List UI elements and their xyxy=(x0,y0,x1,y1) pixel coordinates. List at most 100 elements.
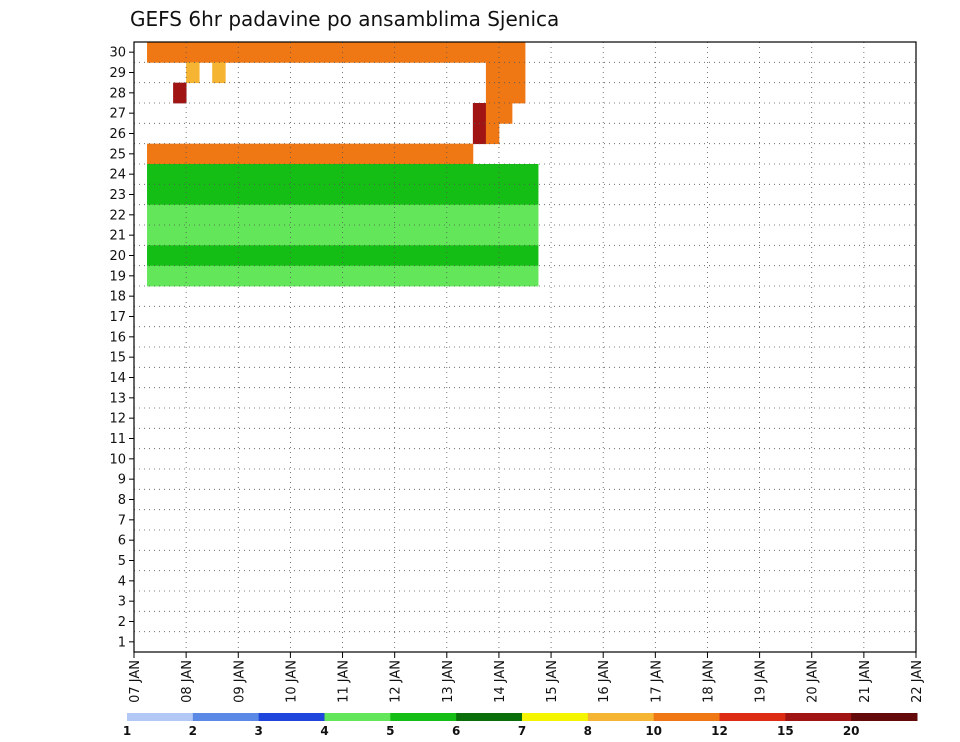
heatmap-cell xyxy=(212,143,226,165)
heatmap-cell xyxy=(446,245,461,267)
x-tick-label: 14 JAN xyxy=(493,660,508,703)
heatmap-cell xyxy=(329,143,343,165)
heatmap-cell xyxy=(394,143,409,165)
heatmap-cell xyxy=(290,225,304,246)
heatmap-cell xyxy=(290,143,304,165)
heatmap-cell xyxy=(342,143,356,165)
heatmap-cell xyxy=(199,184,213,206)
heatmap-cell xyxy=(303,204,317,226)
heatmap-cell xyxy=(303,164,317,185)
heatmap-cell xyxy=(238,265,252,287)
heatmap-cell xyxy=(355,42,369,63)
colorbar-label: 7 xyxy=(518,724,526,738)
heatmap-cell xyxy=(277,42,291,63)
heatmap-cell xyxy=(186,42,200,63)
heatmap-cell xyxy=(459,245,474,267)
heatmap-cell xyxy=(511,42,526,63)
heatmap-cell xyxy=(511,82,526,104)
heatmap-cell xyxy=(459,42,474,63)
heatmap-cell xyxy=(342,245,356,267)
heatmap-cell xyxy=(329,164,343,185)
x-tick-label: 21 JAN xyxy=(858,660,873,703)
heatmap-cell xyxy=(199,143,213,165)
heatmap-cell xyxy=(407,184,422,206)
heatmap-cell xyxy=(498,42,513,63)
y-tick-label: 1 xyxy=(118,635,126,650)
heatmap-cell xyxy=(342,42,356,63)
heatmap-cell xyxy=(433,164,448,185)
heatmap-cell xyxy=(485,42,500,63)
heatmap-cell xyxy=(264,225,278,246)
colorbar-swatch xyxy=(587,713,655,721)
heatmap-cell xyxy=(459,184,474,206)
heatmap-cell xyxy=(433,265,448,287)
heatmap-cell xyxy=(329,225,343,246)
heatmap-cell xyxy=(147,42,161,63)
colorbar-swatch xyxy=(324,713,391,721)
heatmap-cell xyxy=(342,225,356,246)
heatmap-cell xyxy=(485,123,500,145)
heatmap-cell xyxy=(368,184,383,206)
heatmap-cell xyxy=(498,225,513,246)
heatmap-cell xyxy=(160,184,174,206)
heatmap-cell xyxy=(433,225,448,246)
heatmap-cell xyxy=(459,265,474,287)
heatmap-cell xyxy=(433,245,448,267)
heatmap-cell xyxy=(459,164,474,185)
heatmap-cell xyxy=(525,245,539,267)
heatmap-cell xyxy=(303,225,317,246)
heatmap-cell xyxy=(225,143,239,165)
y-tick-label: 21 xyxy=(109,229,126,244)
heatmap-cell xyxy=(472,265,487,287)
heatmap-cell xyxy=(225,265,239,287)
y-tick-label: 6 xyxy=(118,534,126,549)
heatmap-cell xyxy=(472,42,487,63)
heatmap-cell xyxy=(173,164,187,185)
heatmap-cell xyxy=(303,184,317,206)
heatmap-cell xyxy=(446,184,461,206)
heatmap-cell xyxy=(225,42,239,63)
heatmap-cell xyxy=(303,265,317,287)
heatmap-cell xyxy=(238,204,252,226)
heatmap-cell xyxy=(186,164,200,185)
heatmap-cell xyxy=(407,164,422,185)
y-tick-label: 23 xyxy=(109,188,126,203)
x-tick-label: 10 JAN xyxy=(284,660,299,703)
heatmap-cell xyxy=(342,164,356,185)
heatmap-cell xyxy=(290,42,304,63)
heatmap-cell xyxy=(316,184,330,206)
heatmap-cell xyxy=(511,265,526,287)
heatmap-cell xyxy=(147,245,161,267)
heatmap-cell xyxy=(407,42,422,63)
y-tick-label: 2 xyxy=(118,615,126,630)
heatmap-cell xyxy=(251,204,265,226)
x-tick-label: 07 JAN xyxy=(128,660,143,703)
heatmap-cell xyxy=(355,265,369,287)
heatmap-cell xyxy=(446,143,461,165)
heatmap-cell xyxy=(251,164,265,185)
heatmap-cell xyxy=(394,225,409,246)
heatmap-cell xyxy=(446,225,461,246)
y-tick-label: 24 xyxy=(109,168,126,183)
heatmap-cell xyxy=(381,184,396,206)
heatmap-cell xyxy=(342,265,356,287)
heatmap-cell xyxy=(446,164,461,185)
x-tick-label: 20 JAN xyxy=(806,660,821,703)
heatmap-cell xyxy=(212,164,226,185)
y-tick-label: 12 xyxy=(109,412,126,427)
heatmap-cells xyxy=(147,42,539,287)
heatmap-cell xyxy=(264,245,278,267)
x-tick-label: 08 JAN xyxy=(180,660,195,703)
heatmap-cell xyxy=(485,184,500,206)
x-tick-label: 18 JAN xyxy=(701,660,716,703)
heatmap-cell xyxy=(485,265,500,287)
x-tick-label: 15 JAN xyxy=(545,660,560,703)
colorbar-swatch xyxy=(785,713,852,721)
heatmap-cell xyxy=(525,164,539,185)
y-tick-label: 18 xyxy=(109,290,126,305)
heatmap-cell xyxy=(238,42,252,63)
heatmap-cell xyxy=(277,225,291,246)
grid-lines xyxy=(134,42,916,652)
colorbar-swatch xyxy=(192,713,260,721)
heatmap-cell xyxy=(525,204,539,226)
